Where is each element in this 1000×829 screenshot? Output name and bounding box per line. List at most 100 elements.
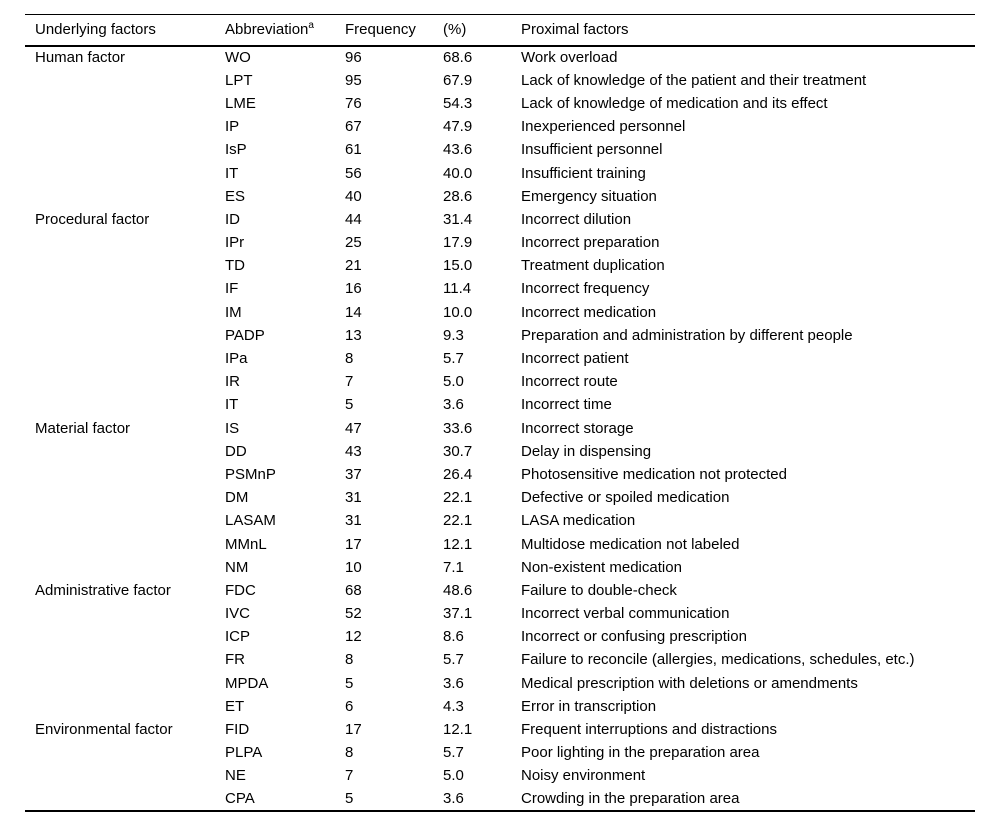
underlying-factor-cell — [25, 185, 215, 208]
frequency-cell: 31 — [345, 512, 362, 530]
abbreviation-cell: IP — [225, 118, 240, 136]
frequency-cell: 8 — [345, 651, 354, 669]
proximal-factor-cell: Insufficient personnel — [521, 141, 663, 159]
abbreviation-cell: ET — [225, 697, 245, 715]
underlying-factor-cell — [25, 509, 215, 532]
percent-cell: 5.7 — [443, 651, 464, 669]
underlying-factor-cell — [25, 648, 215, 671]
percent-cell: 3.6 — [443, 790, 464, 808]
percent-cell: 43.6 — [443, 141, 473, 159]
percent-cell: 47.9 — [443, 118, 473, 136]
frequency-cell: 67 — [345, 118, 362, 136]
percent-cell: 5.7 — [443, 350, 464, 368]
proximal-factor-cell: Poor lighting in the preparation area — [521, 744, 760, 762]
frequency-cell: 5 — [345, 790, 354, 808]
underlying-factor-cell — [25, 532, 215, 555]
abbreviation-cell: CPA — [225, 790, 255, 808]
abbreviation-cell: WO — [225, 49, 251, 67]
frequency-cell: 10 — [345, 558, 362, 576]
underlying-factor-cell — [25, 695, 215, 718]
abbreviation-cell: MMnL — [225, 535, 267, 553]
underlying-factor-cell — [25, 440, 215, 463]
abbreviation-cell: MPDA — [225, 674, 269, 692]
percent-cell: 11.4 — [443, 280, 472, 298]
table-header: Underlying factors Abbreviationa Frequen… — [25, 15, 975, 46]
table-header-row: Underlying factors Abbreviationa Frequen… — [25, 15, 975, 46]
frequency-cell: 40 — [345, 187, 362, 205]
percent-cell: 26.4 — [443, 465, 473, 483]
frequency-cell: 17 — [345, 535, 362, 553]
table-row: DM 31 22.1 Defective or spoiled medication — [25, 486, 975, 509]
header-frequency: Frequency — [345, 21, 416, 39]
proximal-factor-cell: Delay in dispensing — [521, 442, 652, 460]
underlying-factor-cell — [25, 138, 215, 161]
underlying-factor-cell — [25, 92, 215, 115]
percent-cell: 67.9 — [443, 71, 473, 89]
frequency-cell: 5 — [345, 674, 354, 692]
frequency-cell: 14 — [345, 303, 362, 321]
percent-cell: 4.3 — [443, 697, 464, 715]
table-row: ET 6 4.3 Error in transcription — [25, 695, 975, 718]
underlying-factor-cell: Procedural factor — [35, 210, 150, 228]
abbreviation-cell: TD — [225, 257, 245, 275]
proximal-factor-cell: Frequent interruptions and distractions — [521, 721, 777, 739]
abbreviation-cell: IPr — [225, 234, 245, 252]
frequency-cell: 6 — [345, 697, 354, 715]
table-row: DD 43 30.7 Delay in dispensing — [25, 440, 975, 463]
underlying-factor-cell — [25, 602, 215, 625]
abbreviation-cell: IM — [225, 303, 242, 321]
underlying-factor-cell — [25, 788, 215, 811]
frequency-cell: 5 — [345, 396, 354, 414]
frequency-cell: 47 — [345, 419, 362, 437]
proximal-factor-cell: Lack of knowledge of the patient and the… — [521, 71, 867, 89]
frequency-cell: 56 — [345, 164, 362, 182]
proximal-factor-cell: Failure to reconcile (allergies, medicat… — [521, 651, 915, 669]
underlying-factor-cell — [25, 625, 215, 648]
underlying-factor-cell — [25, 463, 215, 486]
percent-cell: 33.6 — [443, 419, 473, 437]
header-abbreviation-label: Abbreviation — [225, 21, 309, 39]
abbreviation-cell: FID — [225, 721, 250, 739]
table-row: MPDA 5 3.6 Medical prescription with deleti… — [25, 672, 975, 695]
table-row: NM 10 7.1 Non-existent medication — [25, 556, 975, 579]
percent-cell: 68.6 — [443, 49, 473, 67]
abbreviation-cell: PADP — [225, 326, 265, 344]
percent-cell: 40.0 — [443, 164, 473, 182]
percent-cell: 22.1 — [443, 489, 473, 507]
underlying-factor-cell — [25, 277, 215, 300]
frequency-cell: 95 — [345, 71, 362, 89]
underlying-factor-cell — [25, 69, 215, 92]
table-row: TD 21 15.0 Treatment duplication — [25, 254, 975, 277]
abbreviation-cell: ES — [225, 187, 246, 205]
table-row: CPA 5 3.6 Crowding in the preparation area — [25, 788, 975, 811]
proximal-factor-cell: Preparation and administration by differ… — [521, 326, 853, 344]
abbreviation-cell: ID — [225, 210, 240, 228]
table-row: IF 16 11.4 Incorrect frequency — [25, 277, 975, 300]
percent-cell: 28.6 — [443, 187, 473, 205]
abbreviation-cell: ICP — [225, 628, 251, 646]
proximal-factor-cell: Incorrect frequency — [521, 280, 650, 298]
table-row: FR 8 5.7 Failure to reconcile (allergies, m… — [25, 648, 975, 671]
proximal-factor-cell: Medical prescription with deletions or a… — [521, 674, 858, 692]
table-body: Human factor WO 96 68.6 Work overload LPT 95 67… — [25, 46, 975, 811]
frequency-cell: 7 — [345, 373, 354, 391]
percent-cell: 17.9 — [443, 234, 473, 252]
abbreviation-cell: IS — [225, 419, 240, 437]
abbreviation-cell: IT — [225, 396, 239, 414]
abbreviation-cell: IF — [225, 280, 239, 298]
proximal-factor-cell: Incorrect preparation — [521, 234, 660, 252]
abbreviation-cell: NE — [225, 767, 246, 785]
table-row: Material factor IS 47 33.6 Incorrect storage — [25, 417, 975, 440]
abbreviation-cell: IT — [225, 164, 239, 182]
frequency-cell: 8 — [345, 744, 354, 762]
frequency-cell: 68 — [345, 581, 362, 599]
underlying-factor-cell: Environmental factor — [35, 721, 173, 739]
proximal-factor-cell: Lack of knowledge of medication and its … — [521, 94, 828, 112]
proximal-factor-cell: Photosensitive medication not protected — [521, 465, 787, 483]
proximal-factor-cell: LASA medication — [521, 512, 636, 530]
table-row: IVC 52 37.1 Incorrect verbal communication — [25, 602, 975, 625]
abbreviation-cell: PLPA — [225, 744, 263, 762]
frequency-cell: 21 — [345, 257, 362, 275]
proximal-factor-cell: Incorrect time — [521, 396, 612, 414]
